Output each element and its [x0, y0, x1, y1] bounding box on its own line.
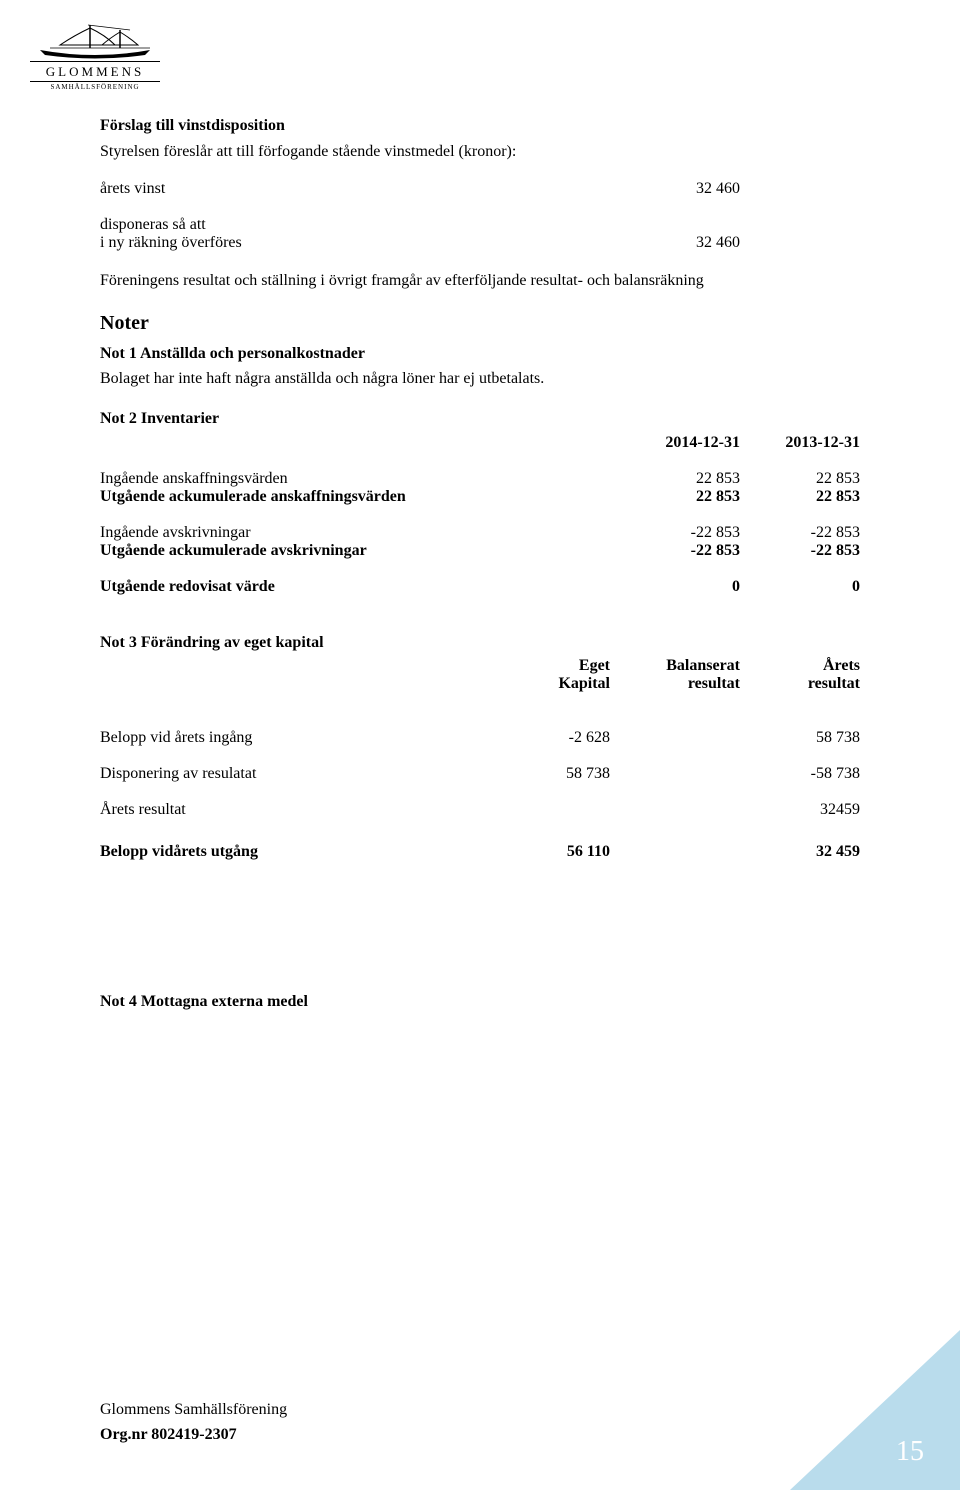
- not3-r4: Belopp vidårets utgång 56 110 32 459: [100, 843, 860, 861]
- h-resultat: resultat: [610, 675, 740, 693]
- page-number: 15: [896, 1436, 924, 1468]
- section1-title: Förslag till vinstdisposition: [100, 115, 860, 137]
- footer: Glommens Samhällsförening Org.nr 802419-…: [100, 1399, 860, 1450]
- page-corner: [790, 1330, 960, 1490]
- not3-r3: Årets resultat 32459: [100, 801, 860, 819]
- label: Utgående ackumulerade anskaffningsvärden: [100, 488, 620, 506]
- value: -58 738: [740, 765, 860, 783]
- footer-org: Org.nr 802419-2307: [100, 1424, 860, 1446]
- h-eget: Eget: [490, 657, 610, 675]
- value: 58 738: [490, 765, 610, 783]
- row-disponeras: disponeras så att: [100, 216, 860, 234]
- not2-title: Not 2 Inventarier: [100, 408, 860, 430]
- value: 32 459: [740, 843, 860, 861]
- not3-title: Not 3 Förändring av eget kapital: [100, 632, 860, 654]
- not2-r5: Utgående redovisat värde 0 0: [100, 578, 860, 596]
- value: -22 853: [620, 542, 740, 560]
- value: 32459: [740, 801, 860, 819]
- h-resultat2: resultat: [740, 675, 860, 693]
- value: 22 853: [620, 470, 740, 488]
- label: Belopp vid årets ingång: [100, 729, 490, 747]
- document-body: Förslag till vinstdisposition Styrelsen …: [100, 115, 860, 1013]
- not2-header: 2014-12-31 2013-12-31: [100, 434, 860, 452]
- col-2013: 2013-12-31: [740, 434, 860, 452]
- not1-text: Bolaget har inte haft några anställda oc…: [100, 368, 860, 390]
- label: Utgående redovisat värde: [100, 578, 620, 596]
- label: årets vinst: [100, 180, 620, 198]
- not3-r1: Belopp vid årets ingång -2 628 58 738: [100, 729, 860, 747]
- h-arets: Årets: [740, 657, 860, 675]
- footer-name: Glommens Samhällsförening: [100, 1399, 860, 1421]
- logo: GLOMMENS SAMHÄLLSFÖRENING: [30, 20, 160, 91]
- label: disponeras så att: [100, 216, 620, 234]
- value: -2 628: [490, 729, 610, 747]
- col-2014: 2014-12-31: [620, 434, 740, 452]
- label: Årets resultat: [100, 801, 490, 819]
- noter-heading: Noter: [100, 310, 860, 337]
- value: 58 738: [740, 729, 860, 747]
- not2-r4: Utgående ackumulerade avskrivningar -22 …: [100, 542, 860, 560]
- value: 0: [620, 578, 740, 596]
- row-ny-rakning: i ny räkning överföres 32 460: [100, 234, 860, 252]
- section1-note: Föreningens resultat och ställning i övr…: [100, 270, 860, 292]
- not1-title: Not 1 Anställda och personalkostnader: [100, 343, 860, 365]
- value: 22 853: [740, 488, 860, 506]
- logo-subtitle: SAMHÄLLSFÖRENING: [30, 83, 160, 91]
- value: 32 460: [620, 180, 740, 198]
- row-arets-vinst: årets vinst 32 460: [100, 180, 860, 198]
- label: Utgående ackumulerade avskrivningar: [100, 542, 620, 560]
- value: 0: [740, 578, 860, 596]
- not3-r2: Disponering av resulatat 58 738 -58 738: [100, 765, 860, 783]
- boat-icon: [30, 20, 160, 60]
- not2-r2: Utgående ackumulerade anskaffningsvärden…: [100, 488, 860, 506]
- not2-r1: Ingående anskaffningsvärden 22 853 22 85…: [100, 470, 860, 488]
- label: Ingående anskaffningsvärden: [100, 470, 620, 488]
- value: 22 853: [620, 488, 740, 506]
- h-balanserat: Balanserat: [610, 657, 740, 675]
- value: -22 853: [740, 524, 860, 542]
- value: 32 460: [620, 234, 740, 252]
- not3-header-line2: Kapital resultat resultat: [100, 675, 860, 693]
- value: -22 853: [620, 524, 740, 542]
- logo-name: GLOMMENS: [30, 64, 160, 80]
- value: 22 853: [740, 470, 860, 488]
- section1-intro: Styrelsen föreslår att till förfogande s…: [100, 141, 860, 163]
- not3-header-line1: Eget Balanserat Årets: [100, 657, 860, 675]
- not2-r3: Ingående avskrivningar -22 853 -22 853: [100, 524, 860, 542]
- label: i ny räkning överföres: [100, 234, 620, 252]
- value: -22 853: [740, 542, 860, 560]
- label: Belopp vidårets utgång: [100, 843, 490, 861]
- label: Ingående avskrivningar: [100, 524, 620, 542]
- h-kapital: Kapital: [490, 675, 610, 693]
- not4-title: Not 4 Mottagna externa medel: [100, 991, 860, 1013]
- label: Disponering av resulatat: [100, 765, 490, 783]
- value: 56 110: [490, 843, 610, 861]
